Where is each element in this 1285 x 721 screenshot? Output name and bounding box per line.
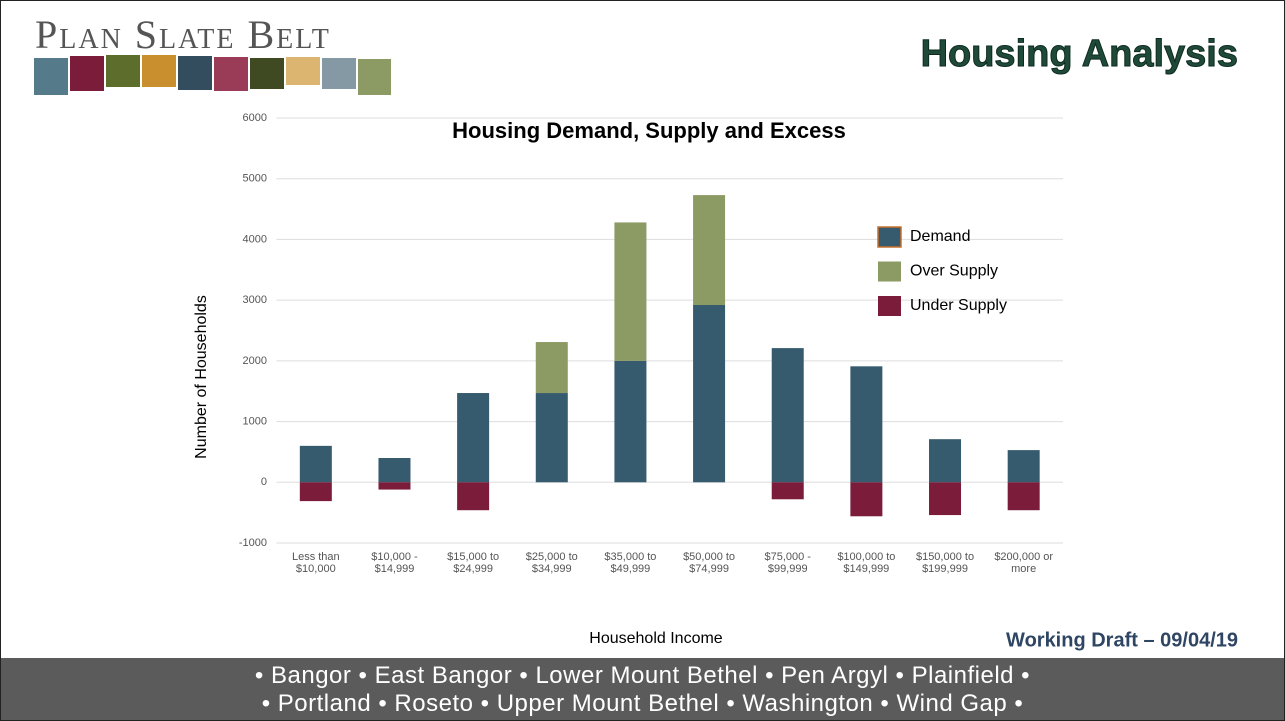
- y-tick-label: -1000: [239, 537, 267, 549]
- bar: [929, 439, 962, 483]
- legend-swatch: [878, 296, 901, 316]
- bar: [378, 482, 411, 490]
- slide-title: Housing Analysis: [921, 33, 1238, 75]
- bar: [771, 482, 804, 500]
- y-tick-label: 6000: [243, 112, 267, 124]
- y-tick-label: 3000: [243, 294, 267, 306]
- draft-label: Working Draft – 09/04/19: [1006, 629, 1238, 651]
- y-tick-label: 1000: [243, 415, 267, 427]
- x-axis-label: Household Income: [589, 630, 723, 647]
- y-tick-label: 4000: [243, 233, 267, 245]
- bar: [378, 458, 411, 483]
- legend-swatch: [878, 261, 901, 282]
- x-tick-label: $35,000 to $49,999: [604, 551, 657, 575]
- x-tick-label: Less than $10,000: [291, 551, 340, 575]
- y-tick-label: 0: [261, 476, 267, 488]
- x-tick-label: $150,000 to $199,999: [915, 551, 975, 575]
- bar: [1007, 482, 1040, 511]
- y-axis-label: Number of Households: [193, 295, 210, 459]
- bar: [299, 445, 332, 483]
- legend-swatch: [877, 226, 902, 248]
- bar: [693, 305, 726, 483]
- chart: Plan Slate Belt Housing Analysis Housing…: [34, 12, 1239, 651]
- x-tick-label: $25,000 to $34,999: [525, 551, 578, 575]
- bar: [299, 482, 332, 502]
- x-tick-label: $75,000 - $99,999: [764, 551, 811, 575]
- x-tick-label: $50,000 to $74,999: [683, 551, 736, 575]
- footer-line: • Bangor • East Bangor • Lower Mount Bet…: [254, 662, 1031, 689]
- bar: [457, 482, 490, 511]
- bar: [614, 222, 647, 361]
- bar: [693, 195, 726, 305]
- x-tick-label: $15,000 to $24,999: [447, 551, 500, 575]
- bar: [457, 393, 490, 483]
- x-tick-label: $10,000 - $14,999: [371, 551, 418, 575]
- legend-label: Under Supply: [910, 297, 1007, 314]
- footer: • Bangor • East Bangor • Lower Mount Bet…: [1, 658, 1284, 720]
- legend-label: Demand: [910, 228, 970, 245]
- footer-line: • Portland • Roseto • Upper Mount Bethel…: [261, 690, 1024, 717]
- legend-label: Over Supply: [910, 263, 998, 280]
- y-tick-label: 2000: [243, 355, 267, 367]
- x-tick-label: $100,000 to $149,999: [837, 551, 896, 575]
- logo-text: Plan Slate Belt: [35, 12, 331, 57]
- bar: [535, 342, 568, 394]
- bar: [929, 482, 962, 516]
- bar: [1007, 450, 1040, 483]
- bar: [850, 482, 883, 517]
- bar: [614, 360, 647, 483]
- bar: [771, 348, 804, 483]
- y-tick-label: 5000: [243, 173, 267, 185]
- bar: [535, 393, 568, 483]
- x-tick-label: $200,000 or more: [994, 551, 1054, 575]
- logo-stripes: [34, 55, 391, 96]
- chart-title: Housing Demand, Supply and Excess: [452, 118, 846, 143]
- bar: [850, 366, 883, 483]
